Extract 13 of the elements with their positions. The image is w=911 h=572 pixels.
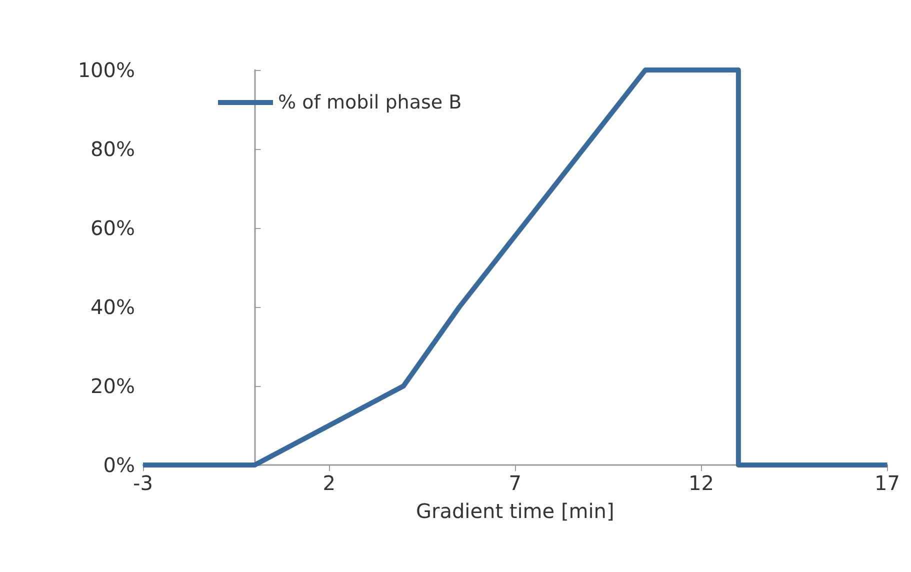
- y-tick-label: 80%: [90, 137, 135, 161]
- x-tick-label: 17: [874, 471, 900, 495]
- x-tick-label: 7: [508, 471, 522, 495]
- y-tick-label: 40%: [90, 295, 135, 319]
- legend-label: % of mobil phase B: [278, 92, 462, 114]
- x-tick-label: 2: [322, 471, 336, 495]
- x-tick-label: -3: [133, 471, 153, 495]
- y-tick-label: 0%: [103, 453, 135, 477]
- x-tick-label: 12: [688, 471, 714, 495]
- y-tick-label: 100%: [78, 58, 135, 82]
- y-tick-label: 60%: [90, 216, 135, 240]
- x-axis-title: Gradient time [min]: [416, 499, 614, 523]
- y-tick-label: 20%: [90, 374, 135, 398]
